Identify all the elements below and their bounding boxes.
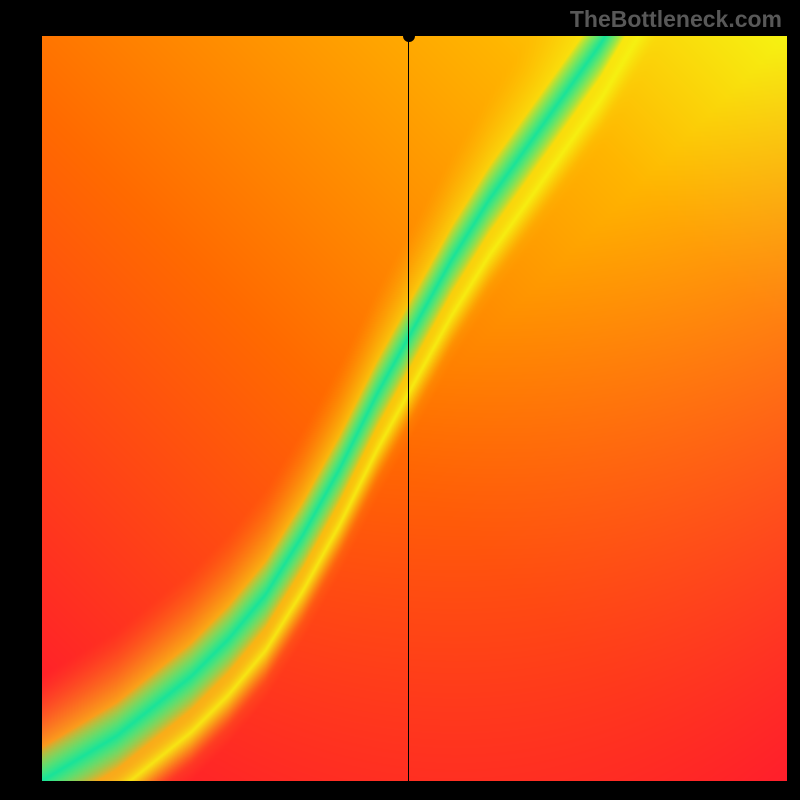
- selection-vertical-line: [408, 36, 410, 781]
- heatmap-canvas: [42, 36, 787, 781]
- watermark-text: TheBottleneck.com: [570, 6, 782, 33]
- plot-frame: [42, 36, 787, 781]
- selection-marker-dot: [403, 30, 415, 42]
